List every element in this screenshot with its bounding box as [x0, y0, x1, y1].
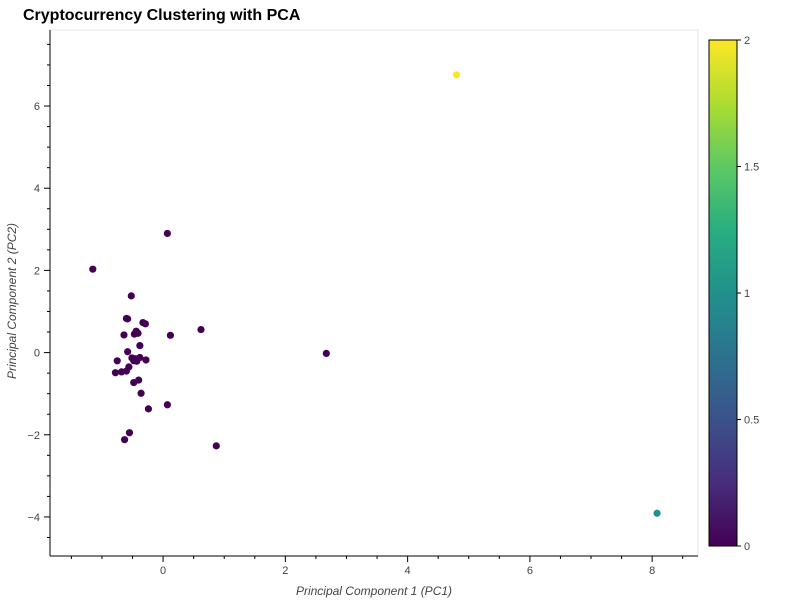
x-tick-label: 2: [282, 565, 288, 577]
x-axis-title: Principal Component 1 (PC1): [296, 584, 452, 598]
data-point: [125, 429, 134, 437]
data-point: [653, 509, 661, 517]
data-point: [141, 320, 149, 328]
axes: 0 2 4 6 8 −4 −2 0 2 4 6: [27, 30, 698, 577]
data-point: [144, 405, 153, 413]
data-point: [89, 265, 97, 273]
data-point: [111, 369, 120, 377]
data-point: [197, 325, 205, 334]
chart-title: Cryptocurrency Clustering with PCA: [23, 7, 301, 24]
data-point: [120, 436, 129, 444]
colorbar-tick-label: 0: [744, 541, 750, 553]
plot-area: [49, 29, 699, 557]
data-points: [89, 71, 661, 517]
y-axis-title: Principal Component 2 (PC2): [5, 223, 19, 379]
data-point: [142, 356, 150, 364]
data-point: [133, 357, 141, 365]
x-tick-label: 0: [160, 565, 166, 577]
data-point: [113, 357, 121, 365]
colorbar-tick-label: 1: [744, 288, 750, 300]
data-point: [136, 342, 144, 350]
data-point: [124, 315, 132, 323]
colorbar-tick-label: 0.5: [744, 415, 759, 427]
data-point: [130, 378, 138, 387]
data-point: [130, 330, 138, 338]
data-point: [166, 331, 175, 339]
data-point: [322, 349, 330, 358]
colorbar-gradient: [708, 39, 738, 547]
colorbar: 0 0.5 1 1.5 2: [708, 35, 759, 553]
data-point: [452, 71, 461, 79]
data-point: [124, 348, 132, 356]
colorbar-tick-label: 1.5: [744, 162, 759, 174]
data-point: [163, 229, 171, 238]
y-tick-label: 2: [34, 265, 40, 277]
data-point: [212, 442, 220, 450]
y-tick-label: 6: [34, 101, 40, 113]
data-point: [163, 401, 171, 409]
x-tick-label: 4: [405, 565, 411, 577]
x-tick-label: 6: [527, 565, 533, 577]
y-tick-label: −2: [27, 430, 40, 442]
x-tick-label: 8: [649, 565, 655, 577]
data-point: [117, 368, 126, 376]
colorbar-tick-label: 2: [744, 35, 750, 47]
data-point: [120, 331, 128, 339]
data-point: [137, 389, 145, 397]
y-tick-label: 0: [34, 348, 40, 360]
data-point: [127, 292, 135, 300]
y-tick-label: 4: [34, 183, 40, 195]
plot-border: [49, 29, 699, 557]
y-tick-label: −4: [27, 512, 40, 524]
